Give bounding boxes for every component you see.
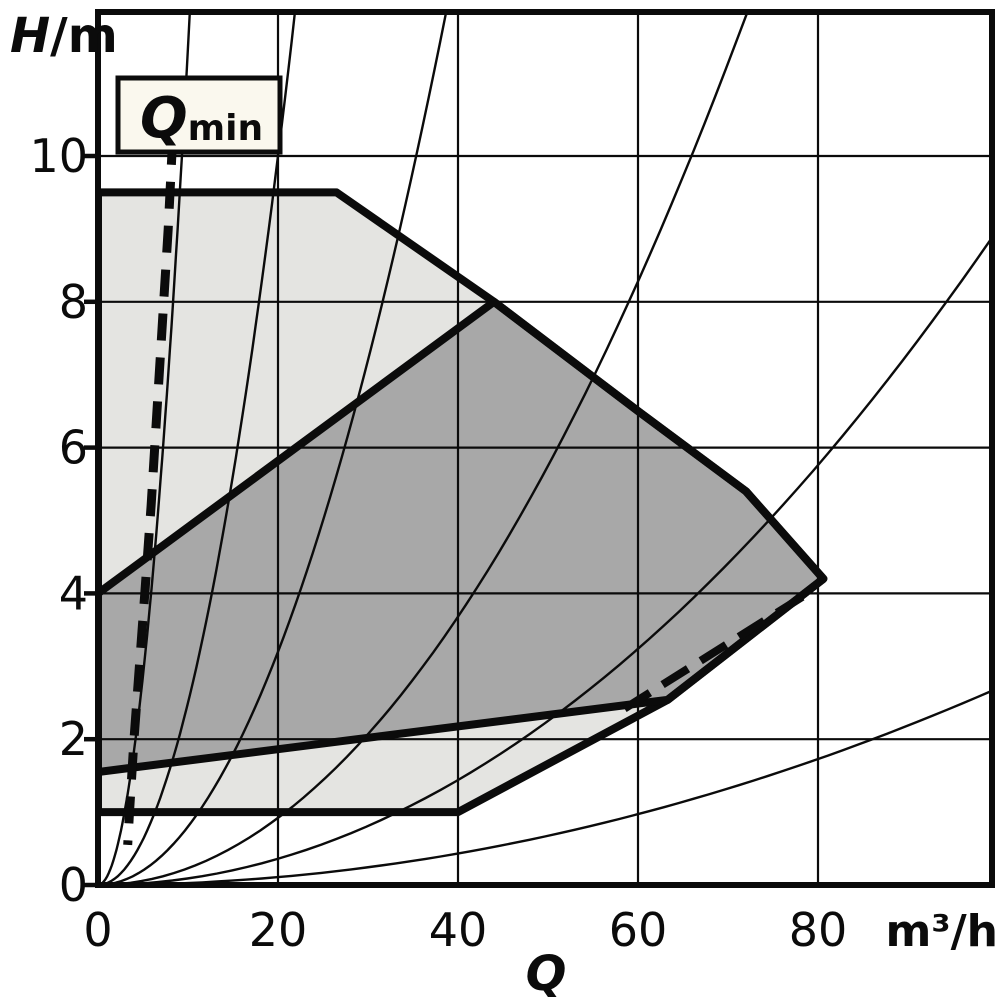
inner-operating-field-outline (98, 297, 828, 776)
system-curves (98, 12, 992, 885)
y-axis-ticks (84, 153, 97, 888)
system-curve (98, 12, 297, 885)
qmin-dashed-lines (123, 137, 816, 846)
qmin-subscript: min (188, 108, 263, 149)
qmin-label-box (115, 75, 283, 155)
y-axis-unit: /m (50, 8, 118, 64)
axis-tick-labels: 0 2 4 6 8 10 0 20 40 60 80 (29, 129, 847, 957)
y-tick-label: 8 (59, 275, 88, 329)
system-curve (98, 237, 992, 885)
x-tick-label: 60 (609, 903, 668, 957)
system-curve (98, 12, 749, 885)
y-axis-title: H/m (10, 8, 118, 64)
plot-border (95, 9, 995, 888)
qmin-label: Qmin (140, 86, 263, 151)
qmin-dashed-segment (622, 586, 816, 712)
y-tick-label: 10 (29, 129, 88, 183)
inner-operating-field-fill (98, 301, 824, 772)
system-curve (98, 689, 992, 885)
y-tick-label: 2 (59, 712, 88, 766)
x-axis-quantity-label: Q (526, 946, 567, 1000)
operating-field-fills (98, 192, 824, 813)
x-axis-unit-label: m³/h (885, 906, 998, 957)
y-tick-label: 4 (59, 566, 88, 620)
system-curve (98, 12, 448, 885)
y-tick-label: 6 (59, 421, 88, 475)
qmin-symbol: Q (140, 86, 188, 151)
qmin-callout: Qmin (115, 75, 283, 155)
x-tick-label: 40 (429, 903, 488, 957)
operating-field-outlines (98, 188, 828, 817)
y-tick-label: 0 (59, 858, 88, 912)
x-tick-label: 80 (789, 903, 848, 957)
x-tick-label: 0 (83, 903, 112, 957)
qmin-dashed-curve (123, 137, 178, 846)
y-axis-symbol: H (10, 8, 50, 64)
system-curve (98, 12, 191, 885)
x-tick-label: 20 (249, 903, 308, 957)
gridlines (98, 12, 992, 885)
